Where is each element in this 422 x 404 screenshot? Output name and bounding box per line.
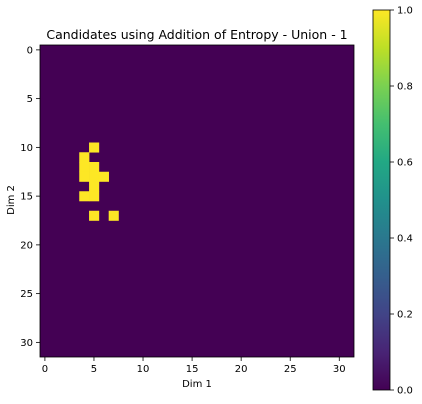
y-axis-label: Dim 2 bbox=[6, 185, 17, 215]
heatmap-cell bbox=[79, 152, 90, 163]
colorbar-tick-label: 0.0 bbox=[397, 386, 413, 397]
heatmap-cell bbox=[89, 191, 100, 202]
colorbar-tick-label: 0.6 bbox=[397, 158, 413, 169]
y-tick-label: 20 bbox=[20, 240, 33, 251]
heatmap-cell bbox=[108, 210, 119, 221]
colorbar-tick-label: 0.8 bbox=[397, 82, 413, 93]
heatmap-cell bbox=[89, 181, 100, 192]
plot-frame bbox=[39, 44, 355, 358]
heatmap-cell bbox=[98, 171, 109, 182]
x-tick-label: 5 bbox=[91, 364, 97, 375]
y-tick-label: 30 bbox=[20, 338, 33, 349]
chart-title: Candidates using Addition of Entropy - U… bbox=[46, 27, 347, 42]
y-tick-label: 25 bbox=[20, 289, 33, 300]
x-axis: 0 5 10 15 20 25 30 bbox=[42, 357, 346, 375]
x-tick-label: 20 bbox=[235, 364, 248, 375]
colorbar-tick-label: 0.2 bbox=[397, 310, 413, 321]
x-axis-label: Dim 1 bbox=[182, 379, 212, 390]
colorbar: 0.0 0.2 0.4 0.6 0.8 1.0 bbox=[372, 6, 413, 397]
heatmap-cell bbox=[89, 142, 100, 153]
y-tick-label: 15 bbox=[20, 192, 33, 203]
y-tick-label: 5 bbox=[27, 94, 33, 105]
plot-area bbox=[39, 44, 355, 358]
x-tick-label: 25 bbox=[284, 364, 297, 375]
y-tick-label: 10 bbox=[20, 143, 33, 154]
heatmap-cell bbox=[89, 171, 100, 182]
x-tick-label: 30 bbox=[333, 364, 346, 375]
colorbar-tick-label: 0.4 bbox=[397, 234, 413, 245]
heatmap-cell bbox=[89, 162, 100, 173]
heatmap-cell bbox=[89, 210, 100, 221]
colorbar-tick-label: 1.0 bbox=[397, 6, 413, 17]
x-tick-label: 10 bbox=[137, 364, 150, 375]
y-tick-label: 0 bbox=[27, 45, 33, 56]
colorbar-frame bbox=[372, 9, 391, 391]
heatmap-cell bbox=[79, 191, 90, 202]
x-tick-label: 15 bbox=[186, 364, 199, 375]
heatmap-cell bbox=[79, 162, 90, 173]
y-axis: 0 5 10 15 20 25 30 bbox=[20, 45, 40, 349]
colorbar-gradient bbox=[373, 10, 390, 390]
x-tick-label: 0 bbox=[42, 364, 48, 375]
heatmap-cell bbox=[79, 171, 90, 182]
